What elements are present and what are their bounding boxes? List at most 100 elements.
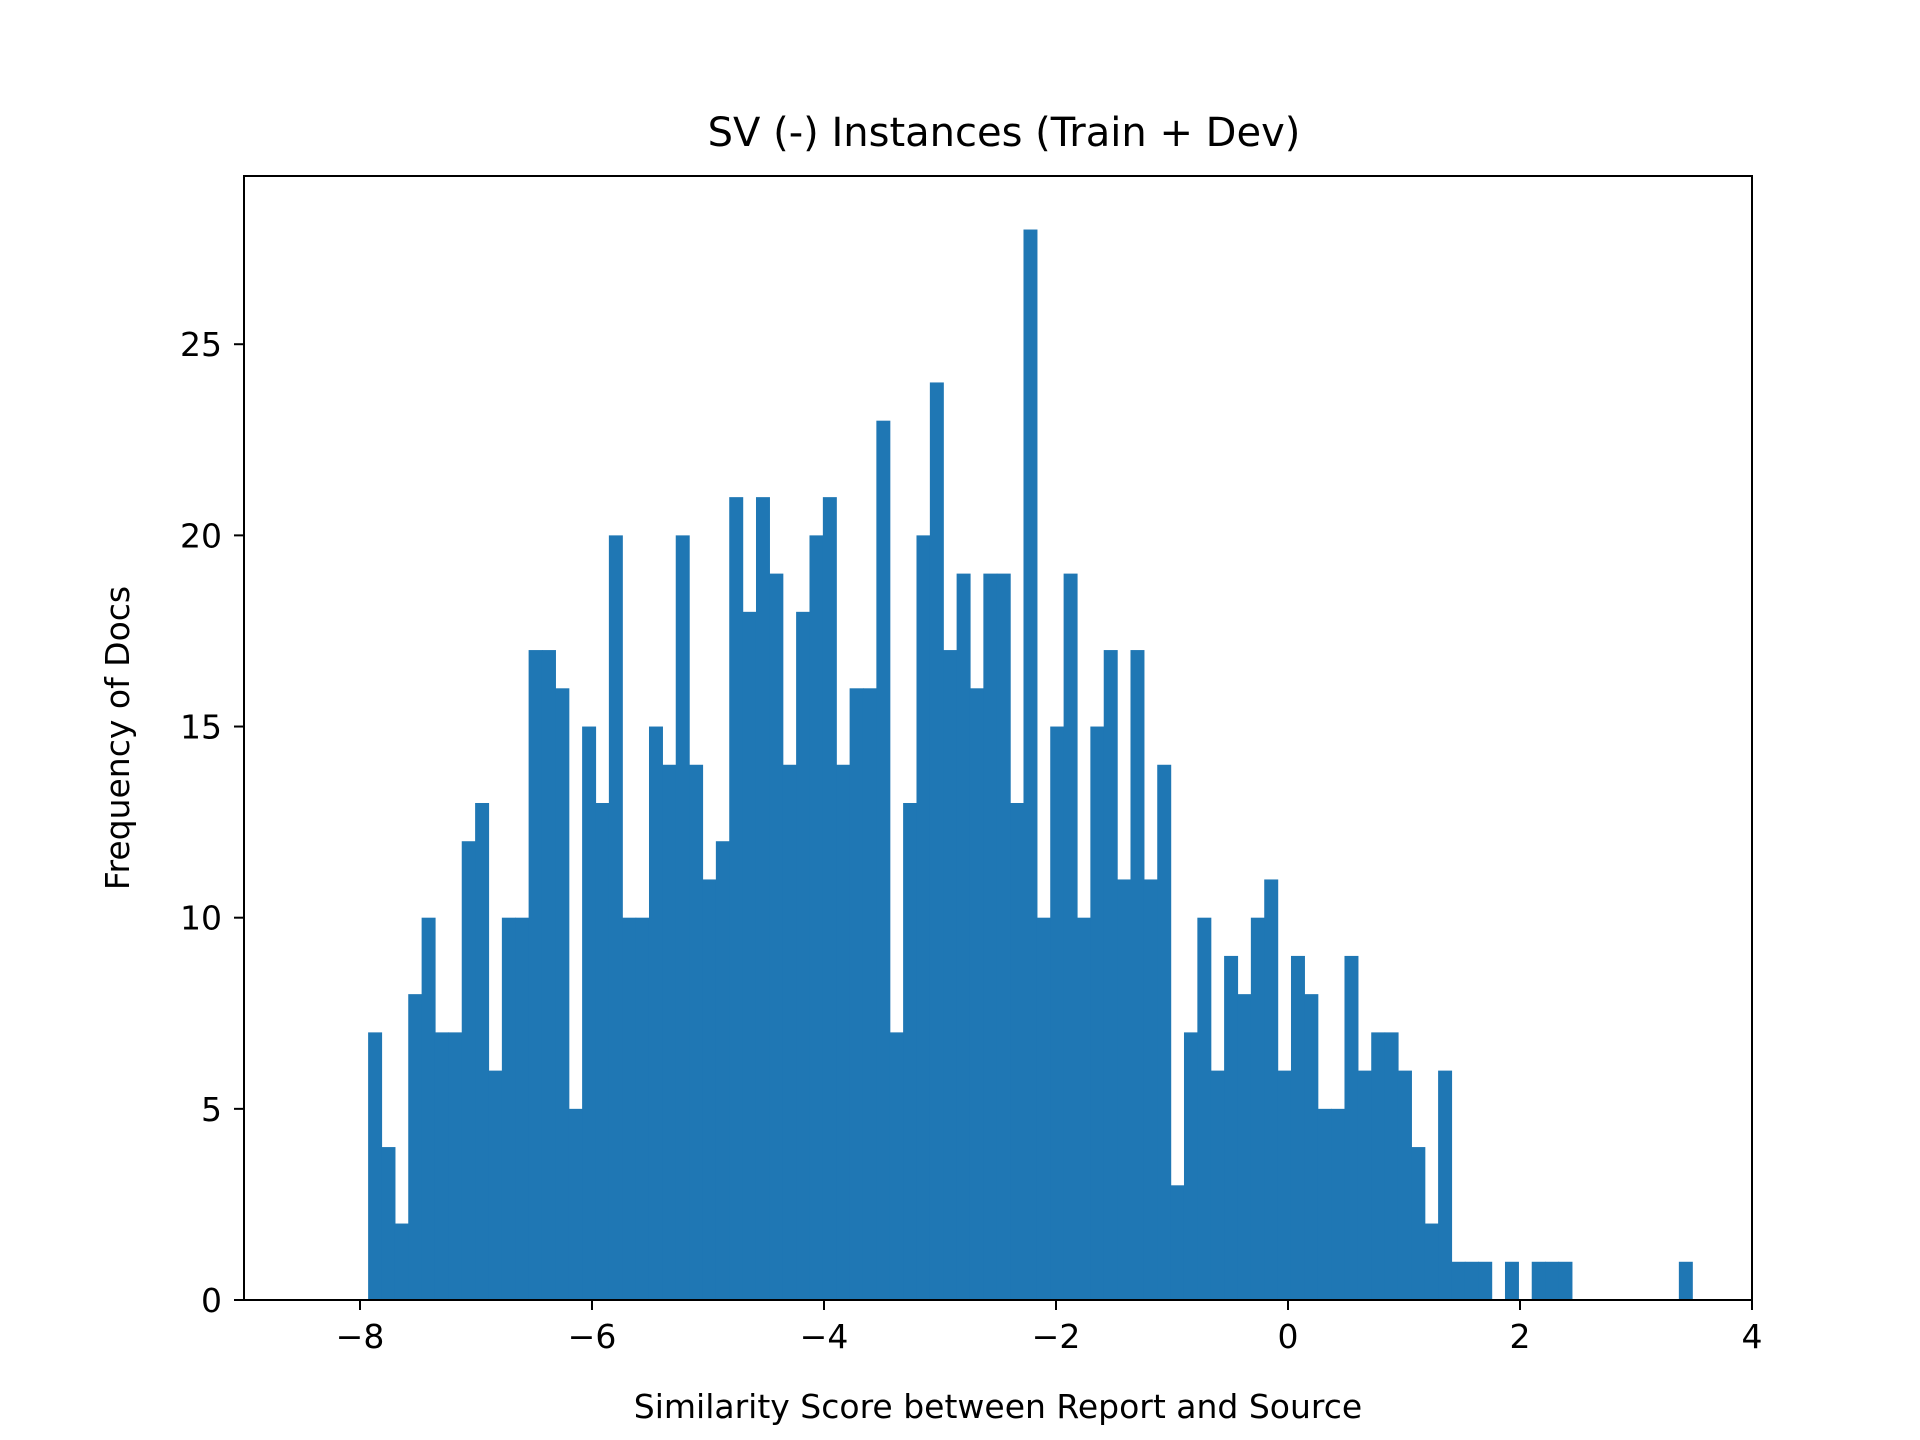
histogram-bar <box>1250 917 1265 1300</box>
histogram-bar <box>1478 1261 1493 1300</box>
y-tick-label: 25 <box>180 325 222 364</box>
x-tick-label: −2 <box>1032 1317 1081 1356</box>
histogram-bar <box>1504 1261 1519 1300</box>
histogram-bar <box>1117 879 1132 1300</box>
histogram-bar <box>1290 955 1305 1300</box>
histogram-bar <box>434 1032 449 1300</box>
chart-title: SV (-) Instances (Train + Dev) <box>708 110 1301 156</box>
histogram-bar <box>1277 1070 1292 1300</box>
plot-frame <box>243 175 1753 1301</box>
histogram-bar <box>1090 726 1105 1300</box>
histogram-bar <box>903 802 918 1300</box>
y-tick-label: 5 <box>201 1090 222 1129</box>
x-tick-label: 4 <box>1742 1317 1763 1356</box>
histogram-bar <box>729 497 744 1301</box>
histogram-bar <box>836 764 851 1300</box>
histogram-bar <box>1197 917 1212 1300</box>
histogram-bar <box>515 917 530 1300</box>
histogram-bar <box>1438 1070 1453 1300</box>
histogram-bar <box>983 573 998 1300</box>
histogram-bar <box>889 1032 904 1300</box>
histogram-bar <box>1063 573 1078 1300</box>
x-axis-ticks: −8 −6 −4 −2 0 2 4 <box>336 1300 1763 1356</box>
bars-group <box>368 229 1693 1301</box>
histogram-bar <box>929 382 944 1300</box>
histogram-bar <box>1464 1261 1479 1300</box>
x-tick-label: 2 <box>1510 1317 1531 1356</box>
histogram-bar <box>1264 879 1279 1300</box>
histogram-bar <box>1143 879 1158 1300</box>
histogram-bar <box>1371 1032 1386 1300</box>
histogram-bar <box>689 764 704 1300</box>
histogram-bar <box>796 611 811 1300</box>
histogram-bar <box>1384 1032 1399 1300</box>
histogram-bar <box>1210 1070 1225 1300</box>
histogram-bar <box>501 917 516 1300</box>
histogram-bar <box>1076 917 1091 1300</box>
histogram-bar <box>1545 1261 1560 1300</box>
histogram-bar <box>408 994 423 1300</box>
histogram-bar <box>541 650 556 1300</box>
x-tick-label: −8 <box>336 1317 385 1356</box>
histogram-bar <box>702 879 717 1300</box>
histogram-bar <box>1036 917 1051 1300</box>
histogram-bar <box>876 420 891 1300</box>
histogram-bar <box>368 1032 383 1300</box>
histogram-bar <box>394 1223 409 1300</box>
histogram-bar <box>916 535 931 1300</box>
histogram-bar <box>1331 1108 1346 1300</box>
histogram-bar <box>956 573 971 1300</box>
histogram-bar <box>1237 994 1252 1300</box>
y-tick-label: 10 <box>180 899 222 938</box>
x-axis-label: Similarity Score between Report and Sour… <box>634 1387 1362 1426</box>
histogram-bar <box>555 688 570 1300</box>
histogram-bar <box>996 573 1011 1300</box>
histogram-bar <box>1183 1032 1198 1300</box>
histogram-bar <box>1411 1147 1426 1300</box>
histogram-bar <box>1397 1070 1412 1300</box>
histogram-bar <box>461 841 476 1300</box>
x-tick-label: 0 <box>1278 1317 1299 1356</box>
y-axis-label: Frequency of Docs <box>98 586 137 890</box>
histogram-bar <box>1424 1223 1439 1300</box>
histogram-bar <box>635 917 650 1300</box>
histogram-bar <box>755 497 770 1301</box>
histogram-bar <box>1010 802 1025 1300</box>
histogram-bar <box>475 802 490 1300</box>
histogram-bar <box>1050 726 1065 1300</box>
histogram-bar <box>1317 1108 1332 1300</box>
y-tick-label: 20 <box>180 516 222 555</box>
x-tick-label: −4 <box>800 1317 849 1356</box>
histogram-bar <box>1130 650 1145 1300</box>
histogram-bar <box>809 535 824 1300</box>
histogram-bar <box>1344 955 1359 1300</box>
histogram-bar <box>488 1070 503 1300</box>
histogram-bar <box>608 535 623 1300</box>
histogram-bar <box>1451 1261 1466 1300</box>
histogram-bar <box>1103 650 1118 1300</box>
histogram-bar <box>1558 1261 1573 1300</box>
histogram-bar <box>969 688 984 1300</box>
y-tick-label: 15 <box>180 708 222 747</box>
histogram-bar <box>381 1147 396 1300</box>
histogram-bar <box>1531 1261 1546 1300</box>
y-axis-ticks: 0 5 10 15 20 25 <box>180 325 244 1320</box>
histogram-bar <box>742 611 757 1300</box>
histogram-bar <box>622 917 637 1300</box>
histogram-bar <box>1157 764 1172 1300</box>
histogram-bar <box>582 726 597 1300</box>
histogram-bar <box>1170 1185 1185 1300</box>
histogram-bar <box>421 917 436 1300</box>
histogram-bar <box>1023 229 1038 1300</box>
histogram-bar <box>528 650 543 1300</box>
histogram-bar <box>849 688 864 1300</box>
histogram-bar <box>568 1108 583 1300</box>
histogram-bar <box>1224 955 1239 1300</box>
histogram-bar <box>1304 994 1319 1300</box>
histogram-bar <box>1678 1261 1693 1300</box>
histogram-bar <box>943 650 958 1300</box>
histogram-bar <box>715 841 730 1300</box>
histogram-bar <box>862 688 877 1300</box>
histogram-bar <box>595 802 610 1300</box>
